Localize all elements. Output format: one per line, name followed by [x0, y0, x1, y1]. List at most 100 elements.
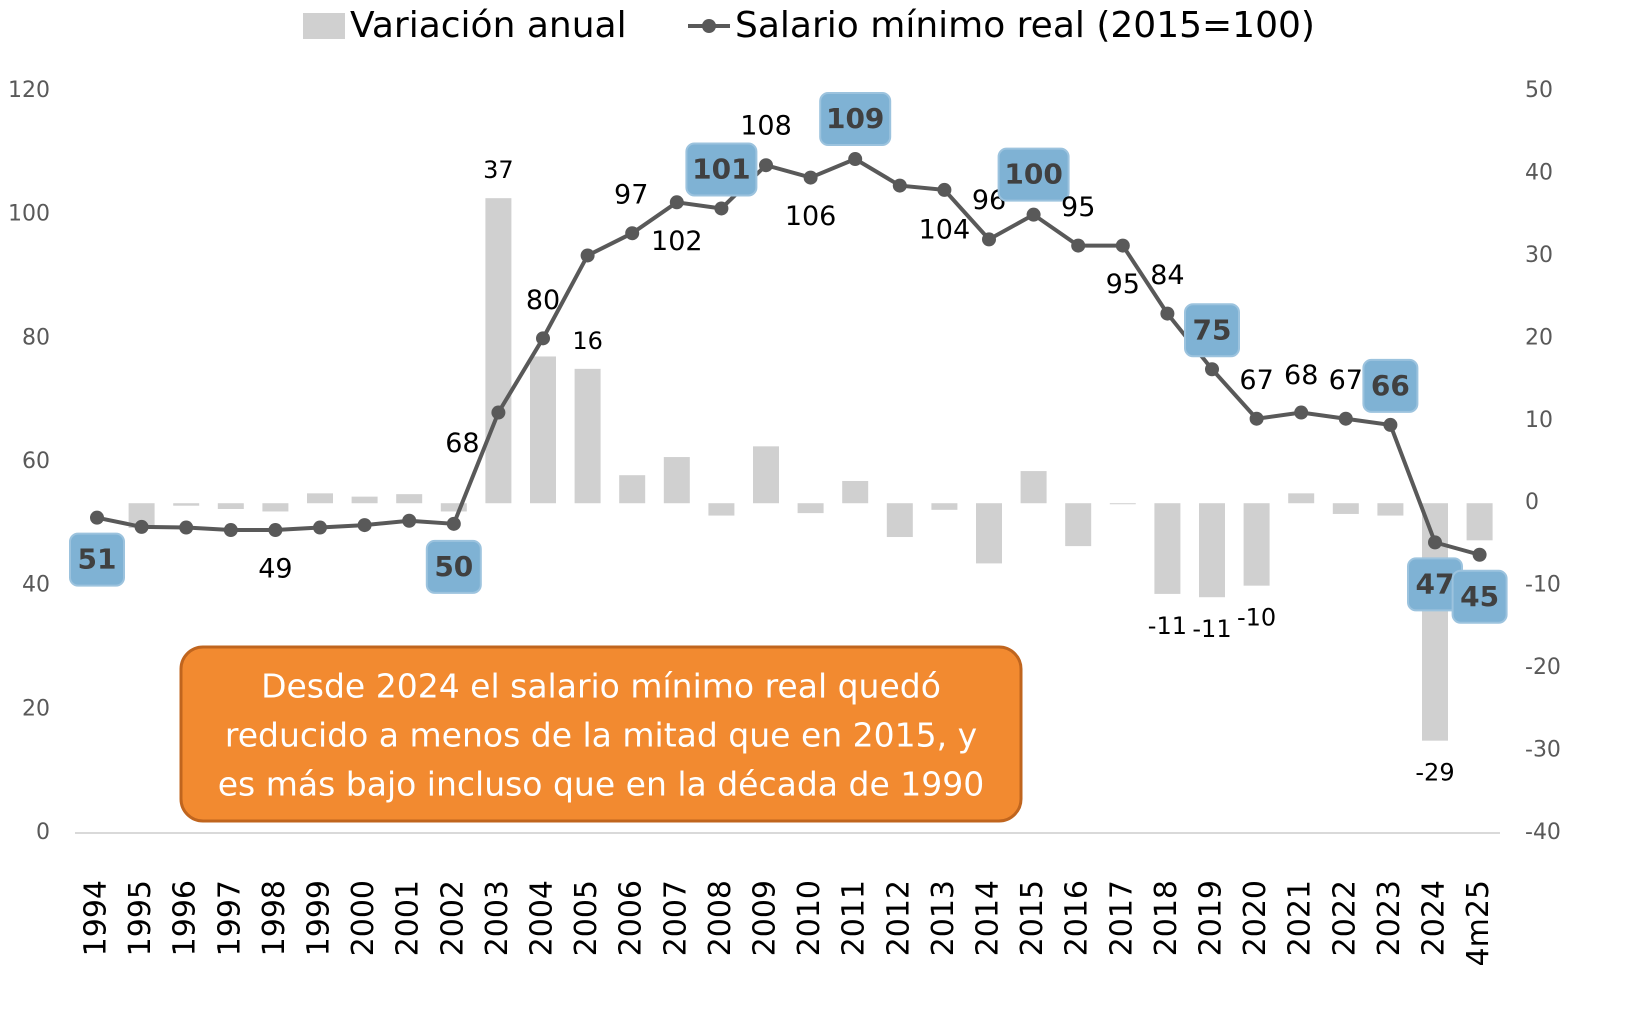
line-point	[982, 232, 996, 247]
line-label: 51	[78, 543, 117, 576]
legend-dot	[702, 19, 716, 33]
line-point	[491, 405, 506, 420]
line-label: 106	[785, 201, 837, 232]
label-box	[1362, 358, 1419, 413]
line-point	[223, 523, 238, 538]
bar	[574, 368, 601, 504]
line-point	[669, 195, 684, 210]
x-tick-label: 2011	[837, 880, 872, 956]
bar	[663, 457, 690, 504]
line-point	[1472, 547, 1487, 562]
bar-label: 16	[572, 327, 603, 355]
line-label: 101	[692, 152, 750, 185]
bar	[1020, 471, 1047, 504]
line-point	[1115, 238, 1130, 253]
bar-label: -29	[1415, 759, 1454, 787]
line-label: 80	[526, 285, 560, 316]
annotation-text: Desde 2024 el salario mínimo real quedó	[261, 667, 941, 706]
x-tick-label: 2012	[881, 880, 916, 956]
line-label: 67	[1239, 365, 1273, 396]
x-tick-label: 2022	[1327, 880, 1362, 956]
y-tick-label: 20	[22, 696, 50, 721]
line-label: 50	[434, 550, 473, 583]
bar-label: 37	[483, 156, 514, 184]
x-tick-label: 2013	[926, 880, 961, 956]
line-point	[1160, 306, 1175, 321]
line-point	[357, 518, 372, 533]
legend-label: Variación anual	[350, 5, 627, 46]
bar	[1377, 503, 1404, 516]
bar-label: -11	[1192, 615, 1231, 643]
line-point	[134, 519, 149, 534]
line-label: 109	[826, 102, 884, 135]
bar	[440, 503, 467, 512]
x-tick-label: 2002	[435, 880, 470, 956]
annotation-text: es más bajo incluso que en la década de …	[218, 765, 984, 804]
bar	[1065, 503, 1092, 547]
x-tick-label: 1994	[79, 880, 114, 956]
line-point	[536, 331, 550, 346]
x-tick-label: 2005	[569, 880, 604, 956]
x-tick-label: 2007	[658, 880, 693, 956]
y2-tick-label: -20	[1525, 655, 1561, 680]
bar	[1154, 503, 1181, 594]
line-point	[892, 178, 907, 193]
bar	[1288, 493, 1315, 504]
label-box	[1184, 303, 1240, 358]
bar	[1109, 503, 1136, 505]
y2-tick-label: -30	[1525, 738, 1561, 763]
line-label: 66	[1371, 369, 1410, 402]
y-tick-label: 0	[36, 820, 50, 845]
bar	[1332, 503, 1359, 514]
line-label: 68	[1284, 360, 1318, 391]
x-tick-label: 2003	[480, 880, 515, 956]
x-tick-label: 2021	[1283, 880, 1318, 956]
line-label: 95	[1061, 192, 1095, 223]
x-tick-label: 2016	[1060, 880, 1095, 956]
label-box	[69, 532, 125, 587]
bar	[931, 503, 958, 510]
y2-tick-label: 50	[1525, 78, 1553, 103]
line-label: 84	[1150, 260, 1184, 291]
label-box	[1451, 569, 1508, 624]
x-tick-label: 2006	[614, 880, 649, 956]
line-point	[759, 158, 773, 173]
line-point	[1249, 411, 1264, 426]
x-tick-label: 1999	[302, 880, 337, 956]
line-point	[402, 513, 417, 528]
bar-label: -10	[1237, 604, 1276, 632]
bar	[886, 503, 913, 538]
legend-swatch	[303, 13, 345, 39]
line-label: 49	[258, 554, 292, 585]
x-tick-label: 2024	[1417, 880, 1452, 956]
line-point	[848, 152, 863, 167]
x-tick-label: 2014	[971, 880, 1006, 956]
label-box	[425, 539, 482, 594]
line-label: 108	[740, 111, 792, 142]
line-point	[1205, 362, 1219, 377]
x-tick-label: 2008	[703, 880, 738, 956]
line-label: 95	[1106, 269, 1140, 300]
line	[96, 156, 1481, 557]
line-point	[1383, 417, 1398, 432]
bar	[485, 198, 512, 504]
line-point	[714, 201, 729, 216]
x-tick-label: 2017	[1104, 880, 1139, 956]
y2-tick-label: 10	[1525, 408, 1553, 433]
x-tick-label: 2019	[1194, 880, 1229, 956]
line-point	[1338, 411, 1353, 426]
y2-tick-label: 30	[1525, 243, 1553, 268]
line-point	[1294, 405, 1309, 420]
line-label: 68	[445, 428, 479, 459]
x-tick-label: 2015	[1015, 880, 1050, 956]
line-label: 97	[614, 180, 648, 211]
x-tick-label: 1996	[168, 880, 203, 956]
line-point	[625, 226, 640, 241]
y-tick-label: 100	[8, 202, 50, 227]
bar	[530, 356, 556, 504]
line-point	[1026, 207, 1041, 222]
x-tick-label: 1997	[212, 880, 247, 956]
bar	[976, 503, 1002, 564]
bar	[262, 503, 289, 512]
